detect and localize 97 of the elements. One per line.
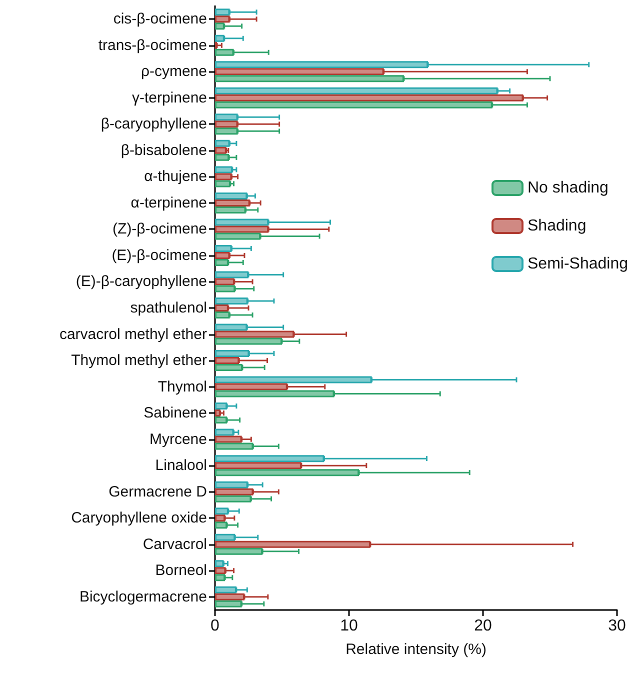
bar	[215, 574, 226, 582]
bar	[215, 364, 242, 372]
bar	[215, 226, 269, 233]
y-tick-label: β-bisabolene	[120, 142, 207, 159]
y-tick-label: Thymol methyl ether	[71, 352, 207, 370]
x-tick-label: 30	[608, 618, 626, 634]
bar	[215, 600, 242, 608]
bar	[215, 61, 428, 68]
bar	[215, 324, 248, 331]
bar	[215, 469, 360, 476]
bar	[215, 271, 248, 278]
bar	[215, 48, 234, 56]
bar	[215, 495, 252, 502]
bar	[215, 232, 261, 240]
bar	[215, 285, 236, 292]
bar	[215, 180, 230, 188]
bar	[215, 244, 232, 252]
y-tick-label: (Z)-β-ocimene	[112, 220, 207, 238]
bar	[215, 481, 248, 488]
bar	[215, 508, 228, 515]
bar	[215, 252, 230, 259]
y-tick-label: Thymol	[158, 378, 207, 396]
y-tick-label: Linalool	[155, 457, 207, 474]
bar	[215, 383, 288, 390]
y-tick-label: Sabinene	[144, 404, 207, 422]
bar	[215, 298, 248, 304]
bar	[215, 68, 384, 76]
bar	[215, 330, 294, 338]
bar	[215, 534, 236, 541]
bar	[215, 455, 324, 462]
bar	[215, 522, 228, 529]
bar	[215, 258, 228, 266]
bar	[215, 146, 226, 154]
bar	[215, 560, 224, 568]
y-tick-label: spathulenol	[130, 300, 207, 316]
bar	[215, 586, 236, 594]
bar	[215, 462, 302, 470]
bar	[215, 173, 232, 180]
bar	[215, 436, 242, 443]
bar	[215, 402, 228, 410]
bar	[215, 218, 269, 226]
bar	[215, 593, 244, 600]
x-tick-label: 10	[340, 618, 358, 634]
y-tick-label: trans-β-ocimene	[98, 36, 207, 54]
bar	[215, 338, 282, 345]
bar	[215, 87, 498, 94]
bar	[215, 8, 230, 16]
y-tick-label: Caryophyllene oxide	[71, 510, 207, 527]
y-tick-label: Germacrene D	[108, 483, 208, 500]
y-tick-label: Carvacrol	[142, 536, 207, 553]
y-tick-label: (E)-β-caryophyllene	[76, 273, 207, 290]
legend-label: Shading	[528, 218, 586, 234]
bar	[215, 114, 238, 121]
bar	[215, 488, 254, 496]
bar	[215, 140, 230, 147]
bar	[215, 567, 226, 574]
y-tick-label: (E)-β-ocimene	[112, 246, 207, 264]
legend-label: No shading	[528, 180, 608, 196]
y-tick-label: α-terpinene	[130, 194, 207, 212]
legend-label: Semi-Shading	[528, 256, 628, 272]
x-axis-title: Relative intensity (%)	[346, 641, 486, 658]
bar	[215, 206, 246, 214]
bar	[215, 514, 226, 522]
bar	[215, 101, 492, 108]
bar	[215, 75, 404, 82]
y-tick-label: Borneol	[155, 562, 207, 580]
bar	[215, 548, 263, 555]
bar	[215, 376, 372, 384]
y-tick-label: Myrcene	[149, 430, 207, 448]
y-tick-label: γ-terpinene	[132, 89, 207, 106]
bar	[215, 350, 250, 358]
x-tick-label: 20	[474, 618, 492, 634]
bar	[215, 199, 250, 206]
x-tick-label: 0	[210, 618, 220, 634]
bar	[215, 16, 230, 23]
y-tick-label: cis-β-ocimene	[113, 10, 207, 28]
bar	[215, 390, 334, 398]
bar	[215, 154, 230, 161]
y-tick-label: α-thujene	[144, 168, 207, 186]
y-tick-label: carvacrol methyl ether	[59, 326, 207, 343]
bar	[215, 94, 524, 102]
bar	[215, 166, 232, 174]
y-tick-label: Bicyclogermacrene	[79, 588, 207, 606]
bar	[215, 192, 248, 200]
bar	[215, 120, 238, 128]
bar	[215, 304, 228, 312]
bar	[215, 428, 234, 436]
bar	[215, 128, 238, 135]
bar	[215, 312, 230, 318]
y-tick-label: β-caryophyllene	[100, 116, 207, 133]
y-tick-label: ρ-cymene	[140, 63, 207, 80]
bar	[215, 416, 228, 424]
bar	[215, 442, 254, 450]
bar	[215, 357, 240, 364]
bar	[215, 540, 370, 548]
bar	[215, 410, 220, 417]
bar	[215, 278, 234, 286]
